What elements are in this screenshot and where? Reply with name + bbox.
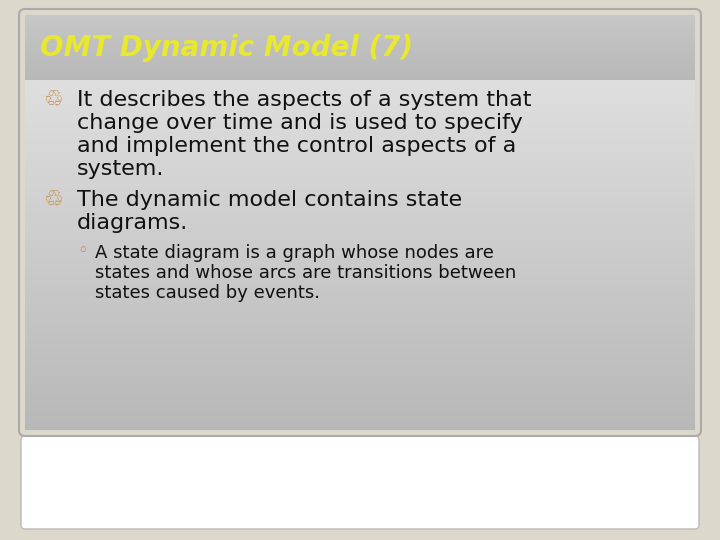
Text: OMT Dynamic Model (7): OMT Dynamic Model (7)	[40, 34, 413, 62]
Text: diagrams.: diagrams.	[77, 213, 188, 233]
Text: ◦: ◦	[77, 242, 88, 260]
Text: states caused by events.: states caused by events.	[95, 284, 320, 302]
FancyBboxPatch shape	[21, 436, 699, 529]
Text: ♲: ♲	[43, 90, 63, 110]
Text: It describes the aspects of a system that: It describes the aspects of a system tha…	[77, 90, 531, 110]
Text: system.: system.	[77, 159, 164, 179]
Text: The dynamic model contains state: The dynamic model contains state	[77, 190, 462, 210]
Text: and implement the control aspects of a: and implement the control aspects of a	[77, 136, 516, 156]
Text: A state diagram is a graph whose nodes are: A state diagram is a graph whose nodes a…	[95, 244, 494, 262]
Text: change over time and is used to specify: change over time and is used to specify	[77, 113, 523, 133]
Text: ♲: ♲	[43, 190, 63, 210]
Text: states and whose arcs are transitions between: states and whose arcs are transitions be…	[95, 264, 516, 282]
